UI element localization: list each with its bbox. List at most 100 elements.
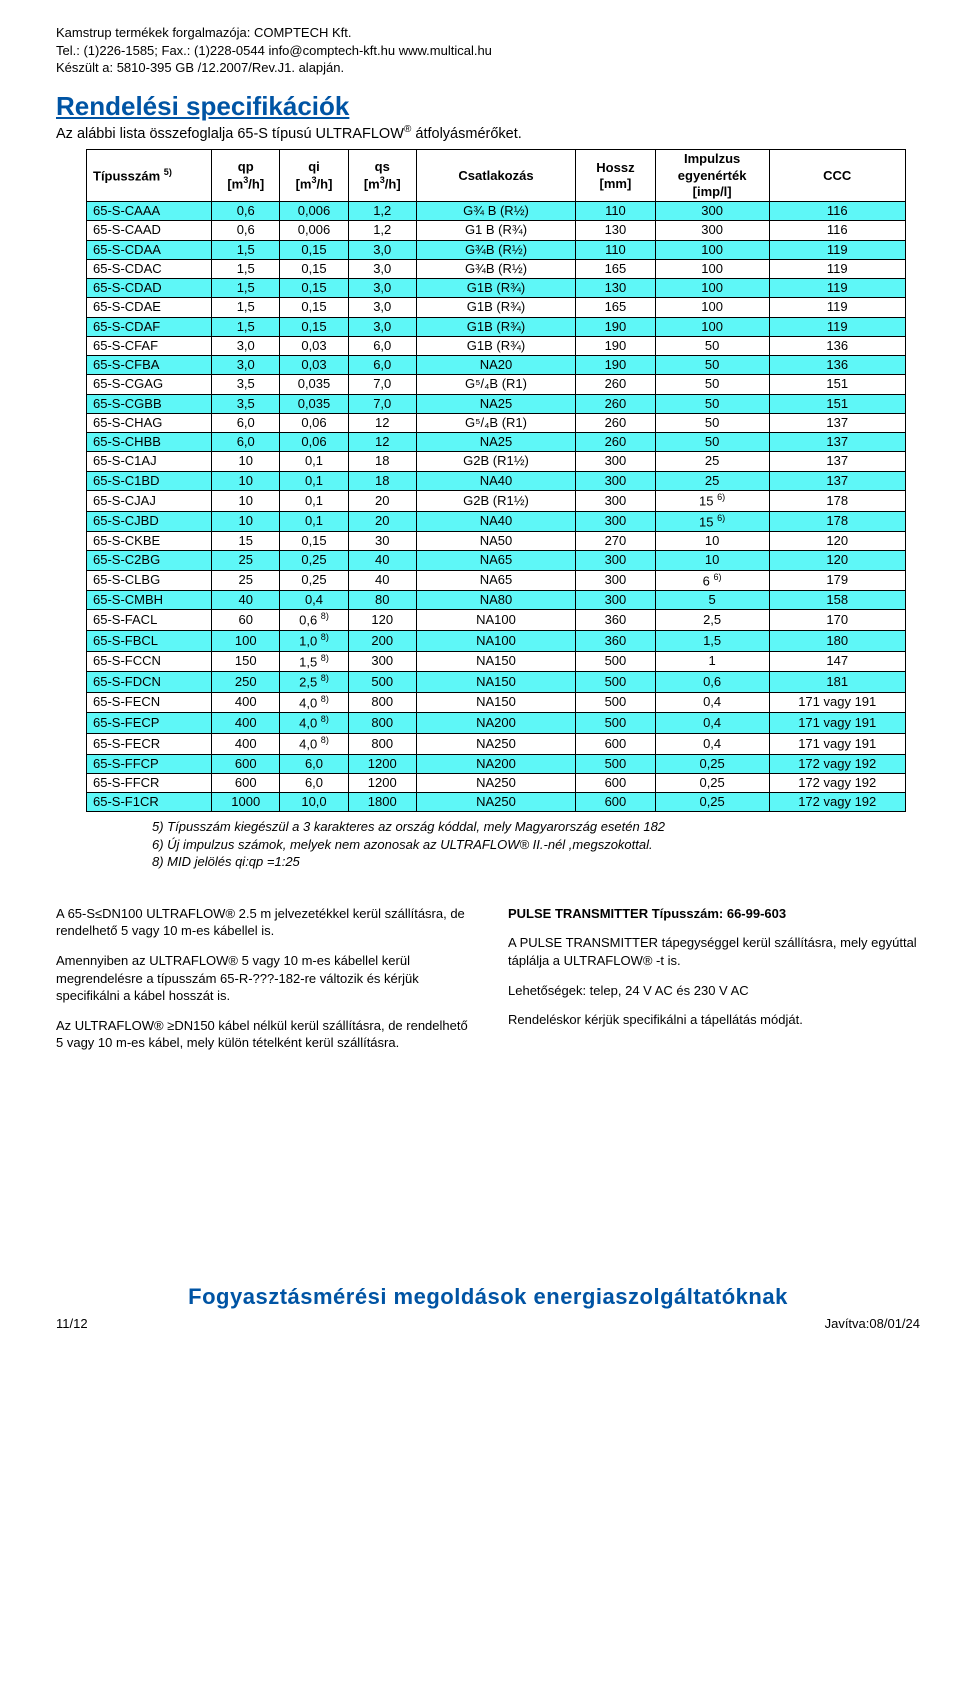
table-cell: 100 (655, 240, 769, 259)
table-cell: G¾B (R½) (416, 259, 575, 278)
table-cell: 1,5 8) (280, 651, 348, 672)
table-cell: 4,0 8) (280, 692, 348, 713)
table-cell: 65-S-CDAC (87, 259, 212, 278)
th-qi: qi [m3/h] (280, 150, 348, 202)
table-cell: 0,6 8) (280, 610, 348, 631)
table-cell: 65-S-CFBA (87, 356, 212, 375)
table-cell: 65-S-FFCR (87, 773, 212, 792)
table-cell: 65-S-CGAG (87, 375, 212, 394)
table-cell: NA150 (416, 651, 575, 672)
info-columns: A 65-S≤DN100 ULTRAFLOW® 2.5 m jelvezeték… (56, 905, 920, 1064)
table-cell: 600 (576, 773, 656, 792)
table-cell: 1,0 8) (280, 631, 348, 652)
table-cell: 600 (212, 754, 280, 773)
table-cell: 190 (576, 336, 656, 355)
table-cell: 100 (655, 259, 769, 278)
table-cell: 10 (212, 471, 280, 490)
table-cell: 300 (576, 490, 656, 511)
table-cell: 0,25 (655, 793, 769, 812)
table-cell: 65-S-CDAF (87, 317, 212, 336)
table-cell: 65-S-CDAE (87, 298, 212, 317)
table-row: 65-S-CHBB6,00,0612NA2526050137 (87, 433, 906, 452)
table-cell: 300 (348, 651, 416, 672)
table-cell: 50 (655, 413, 769, 432)
table-row: 65-S-C1BD100,118NA4030025137 (87, 471, 906, 490)
th-conn: Csatlakozás (416, 150, 575, 202)
table-cell: 3,0 (348, 259, 416, 278)
table-cell: 25 (655, 452, 769, 471)
table-cell: 172 vagy 192 (769, 773, 906, 792)
table-cell: 50 (655, 336, 769, 355)
table-cell: NA250 (416, 733, 575, 754)
table-cell: 260 (576, 433, 656, 452)
table-cell: 800 (348, 692, 416, 713)
table-cell: 119 (769, 240, 906, 259)
table-cell: 137 (769, 471, 906, 490)
table-cell: 137 (769, 452, 906, 471)
table-row: 65-S-F1CR100010,01800NA2506000,25172 vag… (87, 793, 906, 812)
table-cell: 0,4 (655, 733, 769, 754)
table-cell: NA40 (416, 471, 575, 490)
table-cell: 12 (348, 433, 416, 452)
table-cell: 50 (655, 394, 769, 413)
subtitle-post: átfolyásmérőket. (411, 125, 521, 141)
header-line-1: Kamstrup termékek forgalmazója: COMPTECH… (56, 24, 920, 42)
table-cell: 119 (769, 279, 906, 298)
table-cell: 65-S-CAAD (87, 221, 212, 240)
table-cell: 65-S-CDAA (87, 240, 212, 259)
table-cell: 0,15 (280, 298, 348, 317)
table-row: 65-S-CKBE150,1530NA5027010120 (87, 532, 906, 551)
table-row: 65-S-CDAC1,50,153,0G¾B (R½)165100119 (87, 259, 906, 278)
table-cell: 50 (655, 375, 769, 394)
table-cell: 0,4 (655, 692, 769, 713)
table-cell: 300 (576, 570, 656, 591)
table-cell: 0,25 (280, 570, 348, 591)
table-cell: 60 (212, 610, 280, 631)
table-cell: 0,06 (280, 413, 348, 432)
table-cell: G1B (R¾) (416, 298, 575, 317)
th-type: Típusszám 5) (87, 150, 212, 202)
table-row: 65-S-CMBH400,480NA803005158 (87, 591, 906, 610)
table-cell: 65-S-C1AJ (87, 452, 212, 471)
table-cell: 190 (576, 317, 656, 336)
table-cell: 1 (655, 651, 769, 672)
table-cell: NA150 (416, 692, 575, 713)
table-row: 65-S-CJBD100,120NA4030015 6)178 (87, 511, 906, 532)
table-row: 65-S-CDAE1,50,153,0G1B (R¾)165100119 (87, 298, 906, 317)
table-cell: 3,5 (212, 375, 280, 394)
table-cell: 65-S-CHBB (87, 433, 212, 452)
table-cell: 0,15 (280, 532, 348, 551)
table-cell: 100 (655, 279, 769, 298)
table-cell: 300 (576, 551, 656, 570)
table-cell: 50 (655, 433, 769, 452)
table-cell: 3,0 (348, 317, 416, 336)
table-cell: 136 (769, 356, 906, 375)
table-cell: 120 (348, 610, 416, 631)
left-p2: Amennyiben az ULTRAFLOW® 5 vagy 10 m-es … (56, 952, 468, 1005)
table-cell: 1,5 (212, 317, 280, 336)
table-cell: 65-S-FCCN (87, 651, 212, 672)
table-cell: 165 (576, 298, 656, 317)
table-cell: 15 6) (655, 511, 769, 532)
table-cell: 3,0 (348, 298, 416, 317)
table-cell: 172 vagy 192 (769, 793, 906, 812)
table-cell: 137 (769, 433, 906, 452)
table-cell: 65-S-FBCL (87, 631, 212, 652)
table-cell: NA25 (416, 433, 575, 452)
table-cell: 500 (576, 692, 656, 713)
table-cell: G2B (R1½) (416, 452, 575, 471)
table-cell: 3,0 (212, 336, 280, 355)
table-cell: 250 (212, 672, 280, 693)
table-cell: 6,0 (348, 336, 416, 355)
table-cell: 800 (348, 713, 416, 734)
table-cell: NA65 (416, 570, 575, 591)
table-cell: 10 (655, 532, 769, 551)
left-p1: A 65-S≤DN100 ULTRAFLOW® 2.5 m jelvezeték… (56, 905, 468, 940)
table-cell: 65-S-CDAD (87, 279, 212, 298)
th-length: Hossz[mm] (576, 150, 656, 202)
table-cell: 0,15 (280, 279, 348, 298)
table-cell: NA40 (416, 511, 575, 532)
table-cell: 0,25 (280, 551, 348, 570)
table-cell: 360 (576, 610, 656, 631)
table-cell: 3,0 (348, 279, 416, 298)
